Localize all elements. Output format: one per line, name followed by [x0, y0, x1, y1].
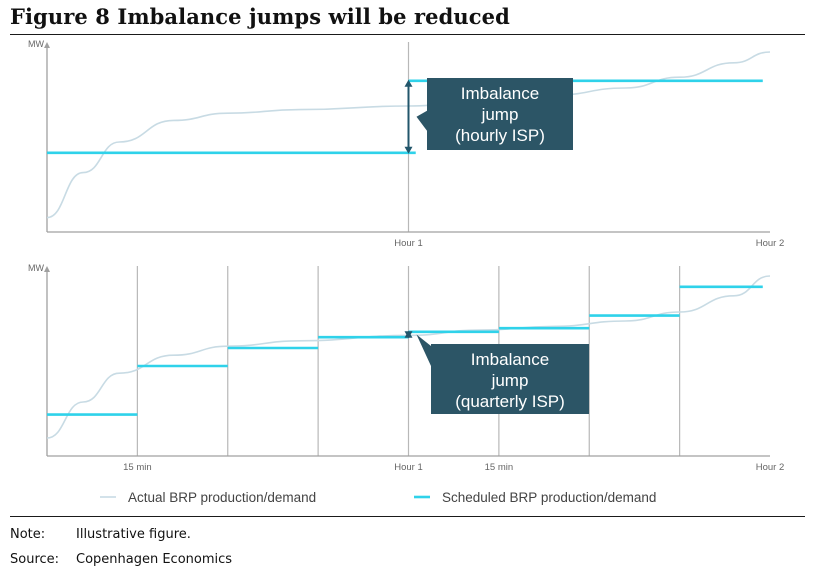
arrow-head-down: [404, 146, 413, 154]
callout-box: [416, 334, 589, 414]
callout-text: jump: [491, 371, 529, 390]
y-axis-arrow: [44, 266, 50, 272]
actual-curve: [46, 275, 771, 439]
tick-label: Hour 2: [756, 238, 785, 249]
y-axis-label: MW: [28, 263, 44, 273]
callout-text: jump: [481, 105, 519, 124]
actual-curve: [46, 51, 771, 219]
y-axis-label: MW: [28, 39, 44, 49]
tick-label: 15 min: [123, 462, 152, 473]
source-row: Source: Copenhagen Economics: [10, 552, 232, 567]
y-axis-arrow: [44, 42, 50, 48]
legend-scheduled-label: Scheduled BRP production/demand: [442, 490, 656, 505]
source-label: Source:: [10, 552, 60, 567]
tick-label: Hour 2: [756, 462, 785, 473]
callout-text: Imbalance: [461, 84, 539, 103]
tick-label: 15 min: [485, 462, 514, 473]
chart-panel-bottom: MW 15 min Hour 1 15 min Hour 2 Imbalance jump (…: [28, 263, 784, 473]
callout-text: Imbalance: [471, 350, 549, 369]
source-text: Copenhagen Economics: [76, 552, 233, 567]
legend: Actual BRP production/demand Scheduled BR…: [100, 490, 656, 505]
note-label: Note:: [10, 527, 46, 542]
arrow-head-down: [404, 331, 413, 339]
arrow-head-up: [404, 79, 413, 87]
legend-actual-label: Actual BRP production/demand: [128, 490, 316, 505]
callout-text: (quarterly ISP): [455, 392, 565, 411]
footer-rule: [10, 516, 805, 517]
chart-panel-top: MW Hour 1 Hour 2 Imbalance jump (hourly ISP): [28, 39, 784, 249]
note-row: Note: Illustrative figure.: [10, 527, 191, 542]
figure-title: Figure 8 Imbalance jumps will be reduced: [10, 4, 510, 29]
title-rule: [10, 34, 805, 35]
tick-label: Hour 1: [394, 462, 423, 473]
note-text: Illustrative figure.: [76, 527, 191, 542]
tick-label: Hour 1: [394, 238, 423, 249]
callout-text: (hourly ISP): [455, 126, 545, 145]
callout-box: [416, 78, 573, 150]
